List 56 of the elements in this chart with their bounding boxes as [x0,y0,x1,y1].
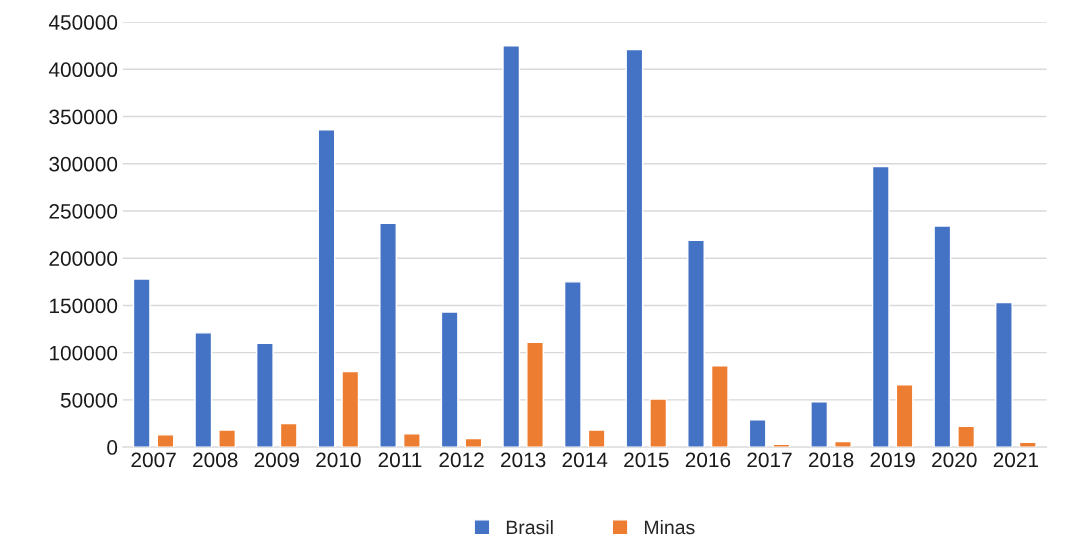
bar [1018,441,1037,448]
x-tick-label: 2011 [378,452,422,468]
y-tick-label: 400000 [48,62,118,78]
y-tick-label: 0 [107,440,118,455]
bar [933,225,952,448]
x-tick-label: 2014 [562,452,608,468]
bar [255,342,274,448]
bar [279,422,298,448]
legend-label: Minas [644,519,695,535]
bar [379,222,397,448]
x-tick-label: 2015 [624,452,669,468]
bar [317,129,336,448]
x-tick-label: 2018 [808,452,854,468]
bar [871,165,890,448]
y-tick-label: 200000 [49,251,118,266]
x-tick-label: 2009 [254,452,299,468]
bar [156,434,175,448]
x-tick-label: 2020 [932,452,977,468]
bar [687,239,705,448]
bar [748,419,767,448]
x-tick-label: 2013 [501,452,546,468]
bar [194,332,213,448]
bar [710,365,729,448]
bar [218,429,237,448]
bar [895,384,914,448]
x-tick-label: 2008 [193,452,238,468]
x-tick-label: 2021 [993,452,1038,468]
bar [440,311,459,448]
bar [649,398,668,448]
x-tick-label: 2012 [439,452,484,468]
bar [810,401,829,448]
bar [402,433,421,448]
x-tick-label: 2019 [870,452,915,468]
bar [341,370,360,448]
y-tick-label: 450000 [48,15,118,30]
bar [625,48,644,448]
bar [995,301,1013,448]
x-tick-label: 2016 [685,452,731,468]
x-tick-label: 2007 [131,452,176,468]
bar [587,429,606,448]
y-tick-label: 250000 [49,203,118,219]
bar [464,437,483,448]
bar [834,440,852,448]
bar [563,281,582,448]
legend-label: Brasil [506,519,553,535]
x-tick-label: 2010 [316,452,361,468]
y-tick-label: 100000 [50,345,118,361]
y-tick-label: 150000 [50,298,118,314]
y-tick-label: 300000 [49,156,118,172]
x-tick-label: 2017 [747,452,792,468]
bar [526,341,544,448]
bar [132,278,151,448]
bar [502,44,521,448]
y-tick-label: 350000 [49,109,118,125]
bar [957,425,976,448]
y-tick-label: 50000 [60,392,118,408]
